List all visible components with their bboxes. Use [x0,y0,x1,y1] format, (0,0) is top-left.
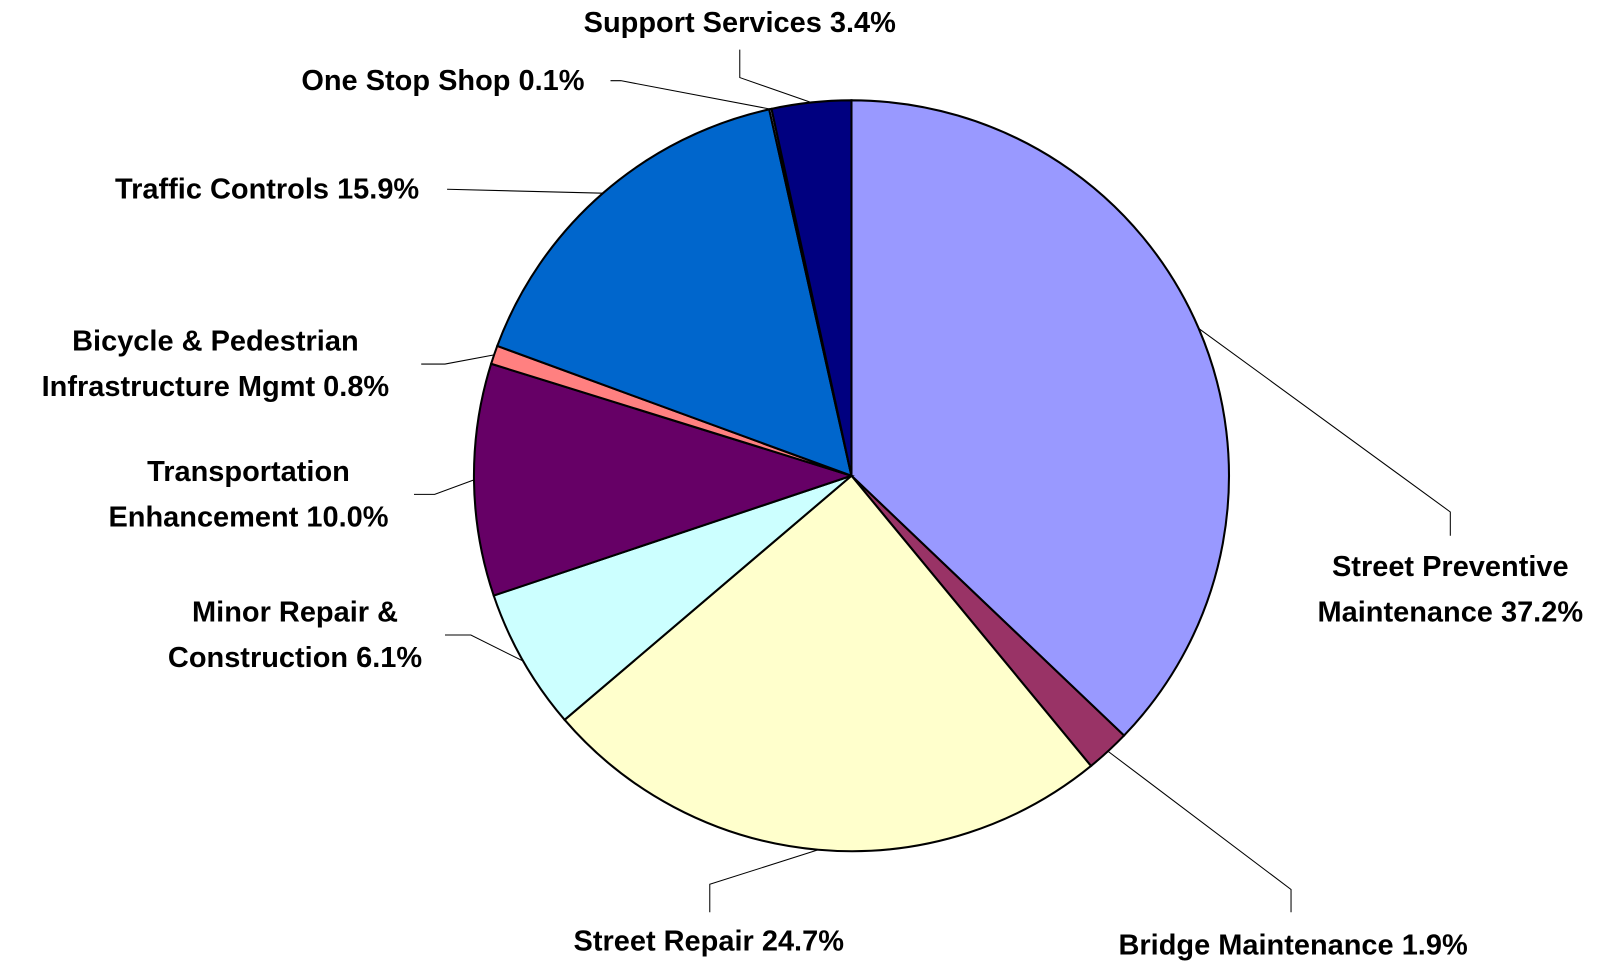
value-label: 0.8% [323,370,390,403]
label-box: Bridge Maintenance 1.9% [983,923,1604,966]
category-name: Support Services [583,6,822,39]
leader-line [739,49,812,103]
value-label: 0.1% [518,64,585,97]
slice-label: Support Services 3.4% [429,0,1050,46]
category-name: Bicycle & Pedestrian Infrastructure Mgmt [41,324,359,403]
slice-label: Bridge Maintenance 1.9% [983,923,1604,966]
value-label: 10.0% [306,500,389,533]
category-name: Street Repair [573,924,754,957]
category-name: Bridge Maintenance [1118,928,1394,961]
category-name: One Stop Shop [301,64,511,97]
value-label: 1.9% [1401,928,1468,961]
leader-line [709,849,819,913]
category-name: Street Preventive Maintenance [1317,550,1569,628]
pie-slice [492,474,853,722]
label-text: Transportation Enhancement 10.0% [78,449,419,540]
label-box: Bicycle & Pedestrian Infrastructure Mgmt… [3,319,427,410]
leader-line [610,80,771,110]
value-label: 15.9% [337,172,420,205]
value-label: 24.7% [761,924,844,957]
label-box: Support Services 3.4% [429,0,1050,46]
slice-label: Traffic Controls 15.9% [0,167,577,213]
label-text: Street Repair 24.7% [574,918,844,964]
category-name: Transportation Enhancement [108,455,350,533]
label-text: Minor Repair & Construction 6.1% [140,590,450,681]
leader-line [1107,750,1292,913]
label-text: Support Services 3.4% [584,0,896,46]
value-label: 6.1% [356,641,423,674]
label-text: One Stop Shop 0.1% [301,58,584,104]
label-box: Transportation Enhancement 10.0% [78,449,419,540]
label-box: Minor Repair & Construction 6.1% [140,590,450,681]
label-box: Street Preventive Maintenance 37.2% [1285,544,1614,635]
category-name: Traffic Controls [115,172,330,205]
leader-line [413,479,475,495]
slice-label: One Stop Shop 0.1% [133,58,754,104]
slice-label: Street Repair 24.7% [398,918,1019,964]
category-name: Minor Repair & Construction [167,595,399,674]
label-text: Bridge Maintenance 1.9% [1118,923,1467,966]
label-text: Traffic Controls 15.9% [115,167,419,213]
slice-label: Street Preventive Maintenance 37.2% [1285,544,1614,635]
label-box: Traffic Controls 15.9% [0,167,577,213]
slice-label: Bicycle & Pedestrian Infrastructure Mgmt… [3,319,427,410]
label-text: Bicycle & Pedestrian Infrastructure Mgmt… [3,319,427,410]
leader-line [421,354,495,365]
pie-slice [495,108,853,478]
pie-slice [563,474,1093,853]
label-box: Street Repair 24.7% [398,918,1019,964]
slice-label: Transportation Enhancement 10.0% [78,449,419,540]
label-text: Street Preventive Maintenance 37.2% [1285,544,1614,635]
value-label: 37.2% [1500,595,1584,628]
pie-slice [770,99,853,476]
leader-line [1198,328,1451,536]
label-box: One Stop Shop 0.1% [133,58,754,104]
pie-slice [850,99,1231,738]
leader-line [445,634,524,662]
leader-line [447,188,603,194]
slice-label: Minor Repair & Construction 6.1% [140,590,450,681]
pie-slice [472,362,855,597]
value-label: 3.4% [829,6,896,39]
